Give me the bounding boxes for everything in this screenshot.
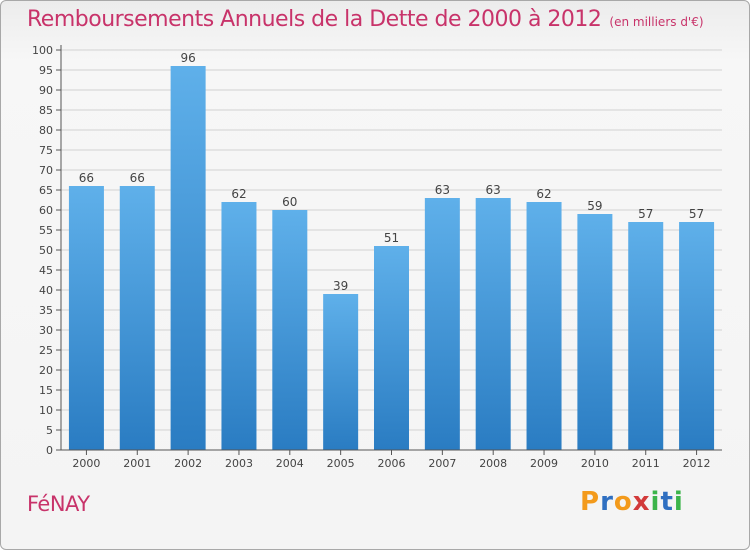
logo-letter: o [613, 487, 633, 517]
y-tick-label: 90 [39, 84, 53, 97]
bar-value-label: 63 [486, 183, 501, 197]
commune-name: FéNAY [27, 492, 90, 516]
bar-value-label: 66 [79, 171, 94, 185]
bar-value-label: 96 [180, 51, 195, 65]
x-tick-label: 2006 [378, 457, 406, 470]
y-tick-label: 10 [39, 404, 53, 417]
bar-value-label: 57 [638, 207, 653, 221]
bar [526, 202, 562, 450]
bar-value-label: 59 [587, 199, 602, 213]
y-tick-label: 80 [39, 124, 53, 137]
bar [679, 222, 715, 450]
proxiti-logo: Proxiti [580, 487, 684, 517]
x-tick-label: 2003 [225, 457, 253, 470]
bar-value-label: 62 [536, 187, 551, 201]
bar-value-label: 60 [282, 195, 297, 209]
bar [119, 186, 155, 450]
bar [628, 222, 664, 450]
y-tick-label: 45 [39, 264, 53, 277]
y-tick-label: 25 [39, 344, 53, 357]
x-tick-label: 2008 [479, 457, 507, 470]
y-tick-label: 40 [39, 284, 53, 297]
x-tick-label: 2000 [72, 457, 100, 470]
bar-value-label: 63 [435, 183, 450, 197]
chart-title-text: Remboursements Annuels de la Dette de 20… [27, 7, 602, 32]
y-tick-label: 15 [39, 384, 53, 397]
bar [475, 198, 511, 450]
bar [170, 66, 206, 450]
bar [323, 294, 359, 450]
y-tick-label: 5 [46, 424, 53, 437]
y-tick-label: 65 [39, 184, 53, 197]
bar-value-label: 66 [130, 171, 145, 185]
y-tick-label: 35 [39, 304, 53, 317]
y-tick-label: 100 [32, 44, 53, 57]
chart-title: Remboursements Annuels de la Dette de 20… [27, 7, 704, 32]
bar-value-label: 51 [384, 231, 399, 245]
y-tick-label: 75 [39, 144, 53, 157]
y-tick-label: 55 [39, 224, 53, 237]
y-tick-label: 0 [46, 444, 53, 457]
bar-value-label: 62 [231, 187, 246, 201]
bar [68, 186, 104, 450]
bar [577, 214, 613, 450]
logo-letter: i [650, 487, 661, 517]
bar-value-label: 39 [333, 279, 348, 293]
x-tick-label: 2010 [581, 457, 609, 470]
x-tick-label: 2007 [428, 457, 456, 470]
y-tick-label: 20 [39, 364, 53, 377]
logo-letter: x [632, 487, 651, 517]
x-tick-label: 2005 [327, 457, 355, 470]
y-tick-label: 60 [39, 204, 53, 217]
bar [272, 210, 308, 450]
logo-letter: t [660, 487, 674, 517]
y-tick-label: 70 [39, 164, 53, 177]
bar [374, 246, 409, 450]
chart-unit: (en milliers d'€) [609, 15, 704, 29]
bar [424, 198, 460, 450]
x-tick-label: 2001 [123, 457, 151, 470]
y-tick-label: 85 [39, 104, 53, 117]
x-tick-label: 2009 [530, 457, 558, 470]
x-tick-label: 2011 [632, 457, 660, 470]
y-tick-label: 30 [39, 324, 53, 337]
y-tick-label: 95 [39, 64, 53, 77]
bar-value-label: 57 [689, 207, 704, 221]
logo-letter: r [600, 487, 614, 517]
y-tick-label: 50 [39, 244, 53, 257]
logo-letter: i [673, 487, 684, 517]
x-tick-label: 2004 [276, 457, 304, 470]
x-tick-label: 2002 [174, 457, 202, 470]
bar [221, 202, 257, 450]
x-tick-label: 2012 [683, 457, 711, 470]
logo-letter: P [580, 487, 601, 517]
